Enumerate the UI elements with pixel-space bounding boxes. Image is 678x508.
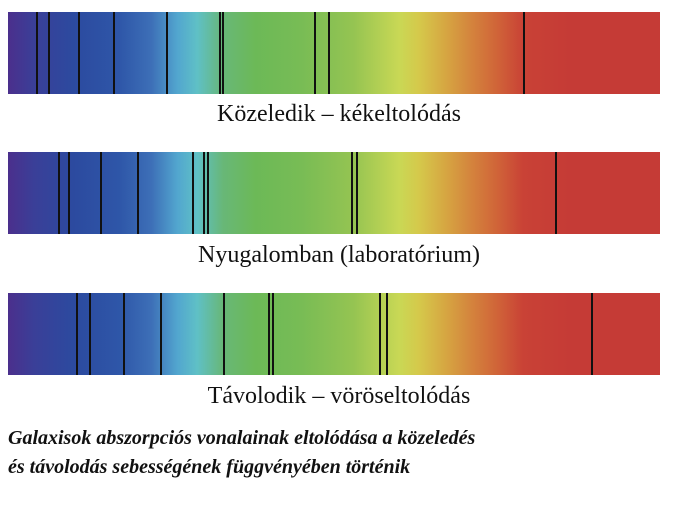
absorption-line [328, 12, 330, 94]
caption-line-2: és távolodás sebességének függvényében t… [8, 456, 411, 478]
spectrum-blueshift [8, 12, 660, 94]
absorption-line [222, 12, 224, 94]
caption-line-1: Galaxisok abszorpciós vonalainak eltolód… [8, 427, 476, 449]
absorption-line [166, 12, 168, 94]
absorption-line [58, 152, 60, 234]
absorption-line [100, 152, 102, 234]
absorption-line [137, 152, 139, 234]
absorption-line [36, 12, 38, 94]
absorption-line [223, 293, 225, 375]
absorption-line [555, 152, 557, 234]
spectrum-blueshift-label: Közeledik – kékeltolódás [217, 101, 461, 127]
absorption-line [356, 152, 358, 234]
absorption-line [386, 293, 388, 375]
absorption-line [219, 12, 221, 94]
absorption-line [379, 293, 381, 375]
absorption-line [314, 12, 316, 94]
absorption-line [192, 152, 194, 234]
spectrum-redshift [8, 293, 660, 375]
absorption-line [68, 152, 70, 234]
absorption-line [123, 293, 125, 375]
absorption-line [207, 152, 209, 234]
spectrum-redshift-label: Távolodik – vöröseltolódás [207, 383, 471, 409]
spectrum-rest [8, 152, 660, 234]
absorption-line [89, 293, 91, 375]
spectrum-rest-label: Nyugalomban (laboratórium) [198, 242, 480, 268]
absorption-line [272, 293, 274, 375]
absorption-line [78, 12, 80, 94]
absorption-line [351, 152, 353, 234]
absorption-line [591, 293, 593, 375]
absorption-line [268, 293, 270, 375]
absorption-line [160, 293, 162, 375]
absorption-line [48, 12, 50, 94]
absorption-line [76, 293, 78, 375]
absorption-line [203, 152, 205, 234]
absorption-line [113, 12, 115, 94]
absorption-line [523, 12, 525, 94]
